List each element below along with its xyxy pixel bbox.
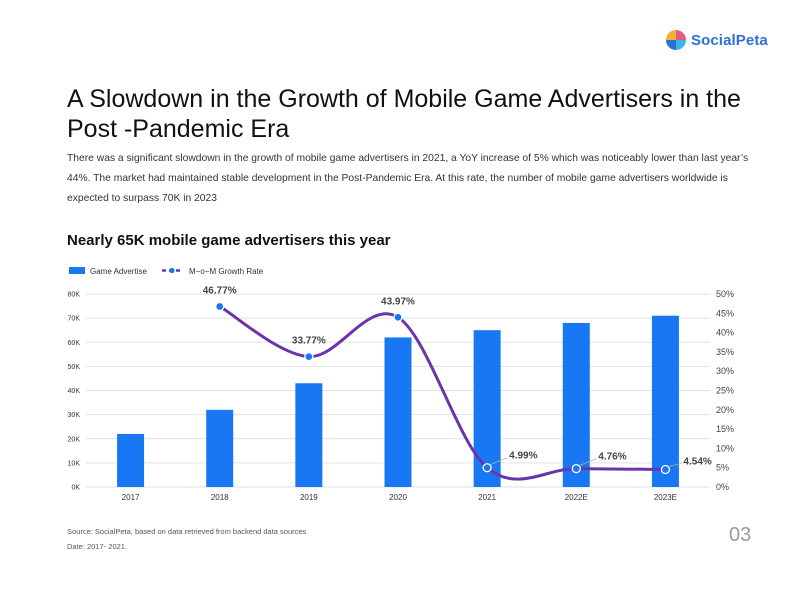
- date-text: Date: 2017- 2021.: [67, 542, 128, 551]
- page-description: There was a significant slowdown in the …: [67, 153, 749, 204]
- y-right-tick-label: 15%: [716, 424, 734, 434]
- y-right-tick-label: 40%: [716, 328, 734, 338]
- growth-rate-point: [660, 464, 671, 475]
- data-bar: [206, 409, 234, 487]
- x-tick-label: 2019: [300, 493, 318, 502]
- growth-rate-label: 4.99%: [509, 451, 537, 462]
- chart-title: Nearly 65K mobile game advertisers this …: [67, 232, 391, 249]
- y-right-tick-label: 30%: [716, 366, 734, 376]
- source-text: Source: SocialPeta, based on data retrie…: [67, 527, 307, 536]
- legend-line-label: M−o−M Growth Rate: [189, 267, 264, 276]
- y-right-tick-label: 45%: [716, 308, 734, 318]
- growth-rate-label: 4.76%: [598, 452, 626, 463]
- y-right-tick-label: 10%: [716, 443, 734, 453]
- growth-rate-label: 33.77%: [292, 336, 326, 347]
- growth-rate-point: [215, 301, 225, 312]
- growth-rate-leader: [668, 463, 682, 467]
- page-title: A Slowdown in the Growth of Mobile Game …: [67, 85, 741, 143]
- x-tick-label: 2017: [122, 493, 140, 502]
- y-left-tick-label: 30K: [68, 412, 81, 419]
- y-left-tick-label: 0K: [71, 485, 80, 492]
- growth-rate-label: 46.77%: [203, 285, 237, 296]
- x-tick-label: 2018: [211, 493, 229, 502]
- growth-rate-leader: [489, 457, 508, 466]
- socialpeta-logo-icon: [666, 30, 686, 50]
- data-bar: [473, 330, 501, 487]
- y-right-tick-label: 35%: [716, 347, 734, 357]
- data-bar: [384, 337, 412, 487]
- y-left-tick-label: 70K: [68, 316, 81, 323]
- y-left-tick-label: 80K: [68, 292, 81, 299]
- brand-logo: SocialPeta: [664, 28, 768, 52]
- y-right-tick-label: 5%: [716, 463, 729, 473]
- legend-bar-label: Game Advertise: [90, 267, 147, 276]
- y-left-tick-label: 20K: [68, 436, 81, 443]
- growth-rate-label: 4.54%: [683, 456, 711, 467]
- x-tick-label: 2021: [478, 493, 496, 502]
- y-left-tick-label: 40K: [68, 388, 81, 395]
- growth-rate-point: [304, 351, 314, 362]
- page-number: 03: [729, 524, 752, 546]
- data-bar: [562, 322, 590, 487]
- x-tick-label: 2023E: [654, 493, 677, 502]
- x-tick-label: 2020: [389, 493, 407, 502]
- source-note: Source: SocialPeta, based on data retrie…: [67, 524, 306, 554]
- legend-bar-swatch: [69, 267, 85, 274]
- data-bar: [651, 315, 679, 487]
- y-left-tick-label: 10K: [68, 460, 81, 467]
- growth-rate-point: [482, 463, 492, 473]
- growth-rate-label: 43.97%: [381, 296, 415, 307]
- y-right-tick-label: 25%: [716, 386, 734, 396]
- advertiser-growth-chart: Game Advertise M−o−M Growth Rate 0K 10K 20K 3…: [68, 267, 734, 502]
- y-right-tick-label: 0%: [716, 482, 729, 492]
- growth-rate-point: [393, 312, 403, 322]
- growth-rate-leader: [579, 458, 597, 466]
- logo-text: SocialPeta: [691, 31, 768, 49]
- data-bar: [117, 433, 145, 487]
- y-right-tick-label: 20%: [716, 405, 734, 415]
- y-right-tick-label: 50%: [716, 289, 734, 299]
- legend-line-marker: [169, 267, 175, 274]
- y-left-tick-label: 50K: [68, 364, 81, 371]
- x-tick-label: 2022E: [565, 493, 588, 502]
- data-bar: [295, 383, 323, 487]
- y-left-tick-label: 60K: [68, 340, 81, 347]
- growth-rate-point: [571, 463, 581, 474]
